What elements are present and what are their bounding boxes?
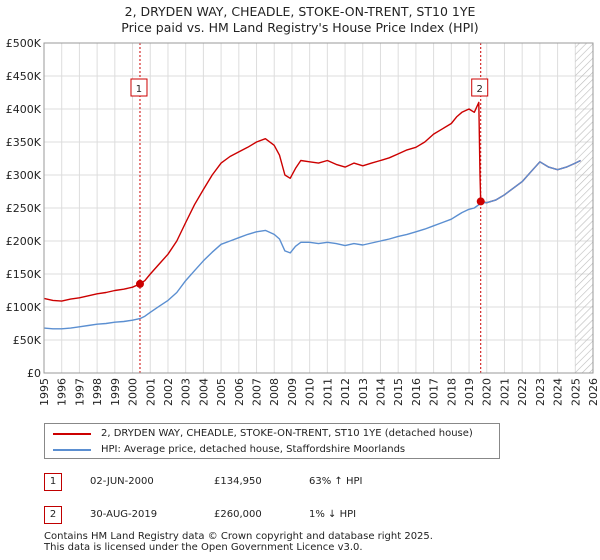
x-tick-label: 1996	[56, 378, 69, 406]
y-tick-label: £100K	[6, 301, 42, 314]
transaction-row: 2 30-AUG-2019 £260,000 1% ↓ HPI	[44, 506, 404, 524]
transaction-price: £260,000	[214, 509, 262, 520]
x-tick-label: 2007	[251, 378, 264, 406]
x-tick-label: 1997	[73, 378, 86, 406]
footer-line-2: This data is licensed under the Open Gov…	[44, 542, 363, 553]
legend-label-property: 2, DRYDEN WAY, CHEADLE, STOKE-ON-TRENT, …	[101, 428, 473, 439]
chart-title-line-1: 2, DRYDEN WAY, CHEADLE, STOKE-ON-TRENT, …	[124, 4, 476, 19]
x-tick-label: 2026	[587, 378, 600, 406]
footer-line-1: Contains HM Land Registry data © Crown c…	[44, 531, 433, 542]
x-tick-label: 1998	[91, 378, 104, 406]
chart-title: 2, DRYDEN WAY, CHEADLE, STOKE-ON-TRENT, …	[0, 4, 600, 36]
legend: 2, DRYDEN WAY, CHEADLE, STOKE-ON-TRENT, …	[44, 423, 500, 459]
transaction-hpi-comparison: 63% ↑ HPI	[309, 476, 363, 487]
legend-swatch-hpi	[53, 449, 91, 451]
x-tick-label: 2003	[180, 378, 193, 406]
sale-label-number: 2	[477, 84, 483, 95]
x-tick-label: 2016	[410, 378, 423, 406]
x-tick-label: 2014	[374, 378, 387, 406]
x-tick-label: 2023	[534, 378, 547, 406]
grid-layer	[43, 42, 594, 374]
x-tick-label: 2002	[162, 378, 175, 406]
x-tick-label: 2010	[304, 378, 317, 406]
legend-swatch-property	[53, 433, 91, 435]
x-tick-label: 2006	[233, 378, 246, 406]
x-tick-label: 2018	[445, 378, 458, 406]
transaction-number-badge: 2	[44, 506, 62, 524]
y-tick-label: £50K	[13, 334, 42, 347]
y-tick-label: £200K	[6, 235, 42, 248]
x-tick-label: 2022	[516, 378, 529, 406]
sale-point	[135, 279, 144, 288]
sale-label-box	[471, 78, 489, 97]
hatch-area	[575, 43, 593, 373]
chart-title-line-2: Price paid vs. HM Land Registry's House …	[121, 20, 479, 35]
axis-layer: £0 £50K £100K £150K £200K £250K £300K £350K £400…	[6, 37, 600, 406]
x-tick-label: 2024	[552, 378, 565, 406]
y-tick-label: £250K	[6, 202, 42, 215]
x-tick-label: 2015	[392, 378, 405, 406]
x-tick-label: 1999	[109, 378, 122, 406]
y-tick-label: £300K	[6, 169, 42, 182]
transaction-date: 02-JUN-2000	[90, 476, 154, 487]
x-tick-label: 2020	[481, 378, 494, 406]
x-tick-label: 2013	[357, 378, 370, 406]
transaction-date: 30-AUG-2019	[90, 509, 158, 520]
future-hatch-region	[575, 43, 593, 373]
transaction-number-badge: 1	[44, 473, 62, 491]
transaction-price: £134,950	[214, 476, 262, 487]
x-tick-label: 2004	[197, 378, 210, 406]
x-tick-label: 2009	[286, 378, 299, 406]
x-tick-label: 2025	[569, 378, 582, 406]
footer-attribution: Contains HM Land Registry data © Crown c…	[44, 531, 433, 553]
sale-point	[476, 197, 485, 206]
x-tick-label: 2017	[428, 378, 441, 406]
x-tick-label: 2008	[268, 378, 281, 406]
y-tick-label: £0	[27, 367, 41, 380]
x-tick-label: 2021	[498, 378, 511, 406]
transaction-hpi-comparison: 1% ↓ HPI	[309, 509, 357, 520]
y-tick-label: £450K	[6, 70, 42, 83]
x-tick-label: 2000	[127, 378, 140, 406]
plot-frame	[43, 42, 594, 374]
x-tick-label: 2011	[321, 378, 334, 406]
x-tick-label: 1995	[38, 378, 51, 406]
y-tick-label: £350K	[6, 136, 42, 149]
transaction-row: 1 02-JUN-2000 £134,950 63% ↑ HPI	[44, 473, 404, 491]
y-tick-label: £400K	[6, 103, 42, 116]
legend-label-hpi: HPI: Average price, detached house, Staf…	[101, 444, 406, 455]
sale-label-number: 1	[136, 84, 142, 95]
x-tick-label: 2019	[463, 378, 476, 406]
hpi-line	[43, 159, 581, 330]
sale-vertical-lines	[139, 43, 482, 373]
x-tick-label: 2001	[144, 378, 157, 406]
sale-label-box	[130, 78, 148, 97]
x-tick-label: 2012	[339, 378, 352, 406]
x-tick-label: 2005	[215, 378, 228, 406]
y-tick-label: £500K	[6, 37, 42, 50]
y-tick-label: £150K	[6, 268, 42, 281]
